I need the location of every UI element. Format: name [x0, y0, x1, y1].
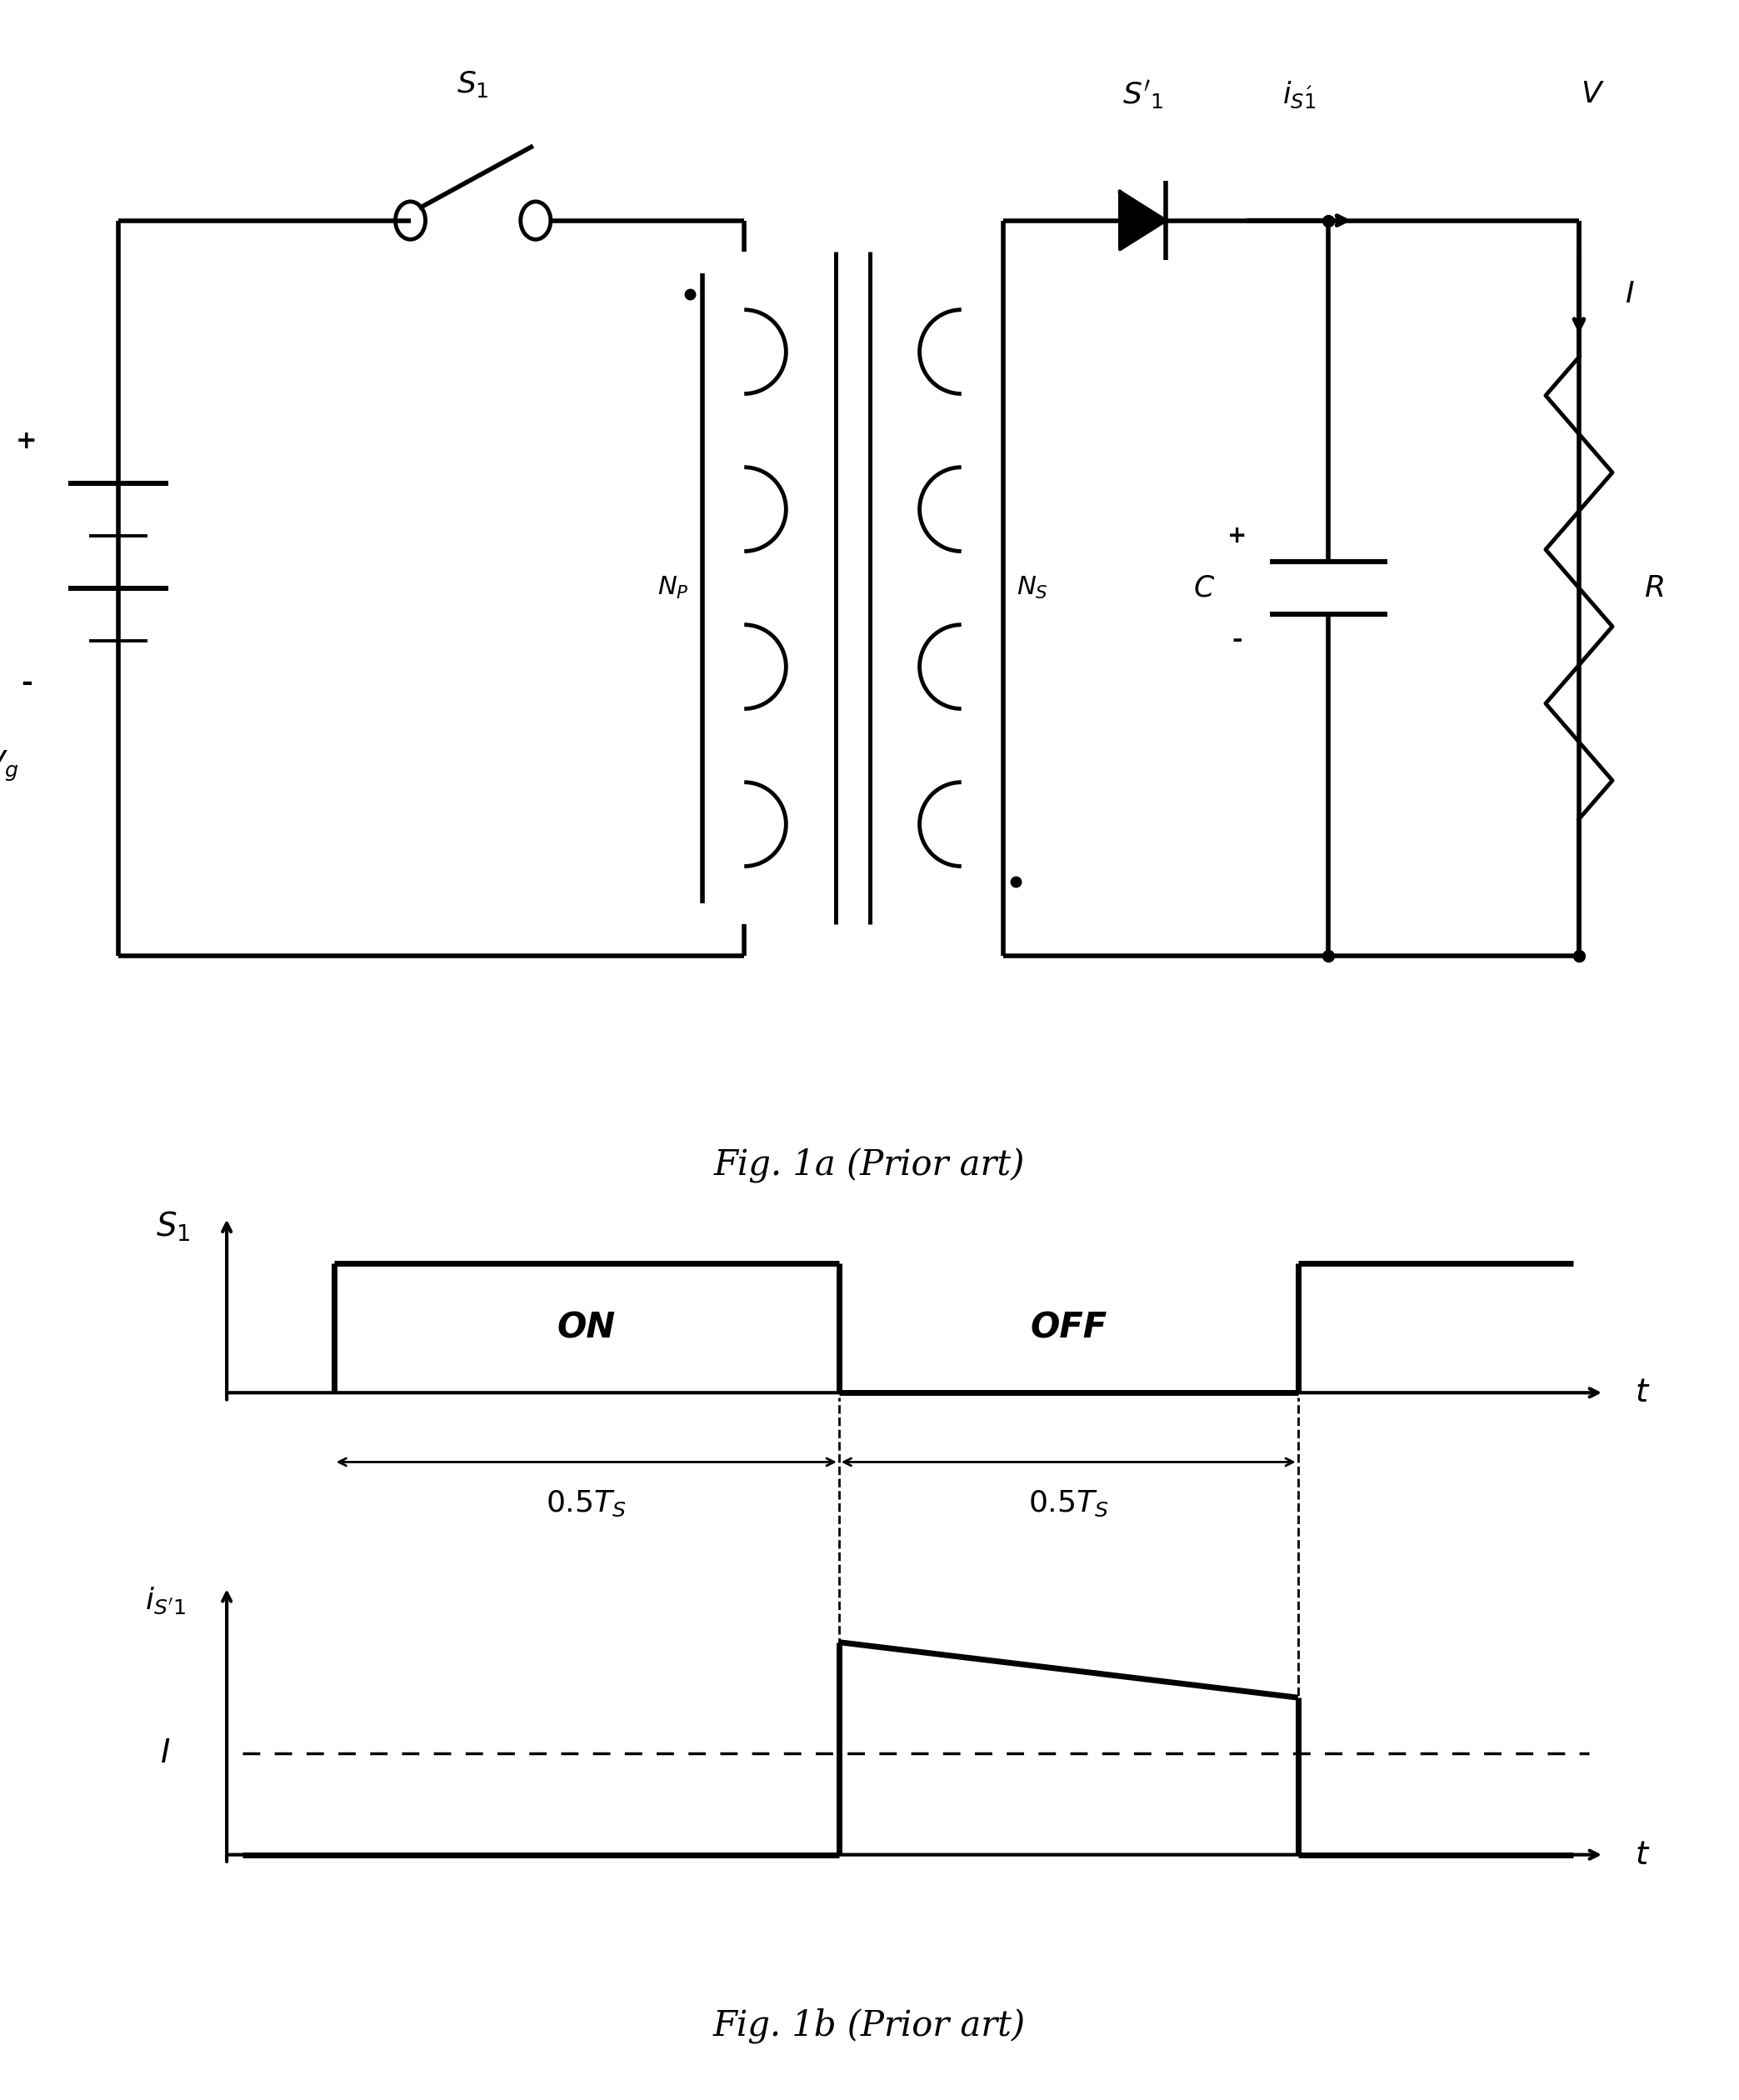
Text: $N_P$: $N_P$ [657, 575, 689, 601]
Text: Fig. 1a (Prior art): Fig. 1a (Prior art) [715, 1149, 1024, 1182]
Text: $t$: $t$ [1635, 1378, 1650, 1409]
Text: $0.5T_S$: $0.5T_S$ [546, 1489, 626, 1518]
Text: -: - [1231, 628, 1242, 653]
Text: $i_{S'1}$: $i_{S'1}$ [144, 1586, 186, 1615]
Text: C: C [1193, 573, 1214, 603]
Text: $S'_1$: $S'_1$ [1122, 78, 1163, 111]
Text: -: - [21, 668, 31, 697]
Text: I: I [160, 1737, 170, 1768]
Text: $i_{S\'1}$: $i_{S\'1}$ [1283, 80, 1316, 109]
Text: $S_1$: $S_1$ [157, 1210, 191, 1243]
Text: OFF: OFF [1029, 1310, 1106, 1346]
Text: $0.5T_S$: $0.5T_S$ [1028, 1489, 1109, 1518]
Text: Fig. 1b (Prior art): Fig. 1b (Prior art) [713, 2008, 1026, 2043]
Text: +: + [1228, 523, 1247, 548]
Text: V: V [1581, 80, 1602, 109]
Text: $t$: $t$ [1635, 1840, 1650, 1871]
Text: ON: ON [556, 1310, 616, 1346]
Text: $S_1$: $S_1$ [457, 69, 489, 99]
Text: +: + [16, 428, 37, 454]
Text: I: I [1624, 279, 1633, 309]
Text: R: R [1643, 573, 1664, 603]
Text: $V_g$: $V_g$ [0, 750, 19, 783]
Text: $N_S$: $N_S$ [1017, 575, 1049, 601]
Polygon shape [1120, 191, 1165, 250]
